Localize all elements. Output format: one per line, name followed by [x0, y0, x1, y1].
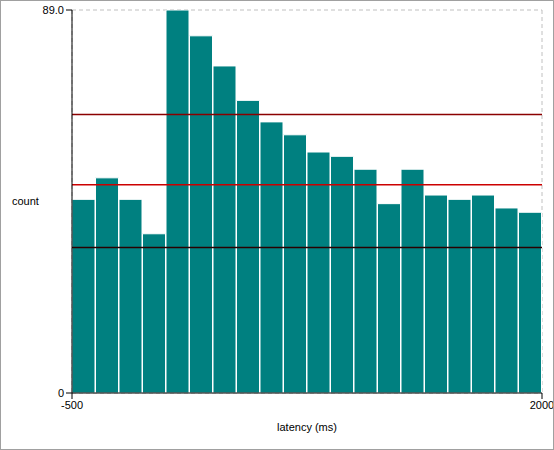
svg-text:89.0: 89.0: [43, 4, 64, 16]
svg-text:0: 0: [58, 387, 64, 399]
svg-text:-500: -500: [61, 399, 83, 411]
svg-text:latency (ms): latency (ms): [277, 421, 337, 433]
svg-text:2000: 2000: [530, 399, 546, 411]
svg-text:count: count: [12, 195, 39, 207]
